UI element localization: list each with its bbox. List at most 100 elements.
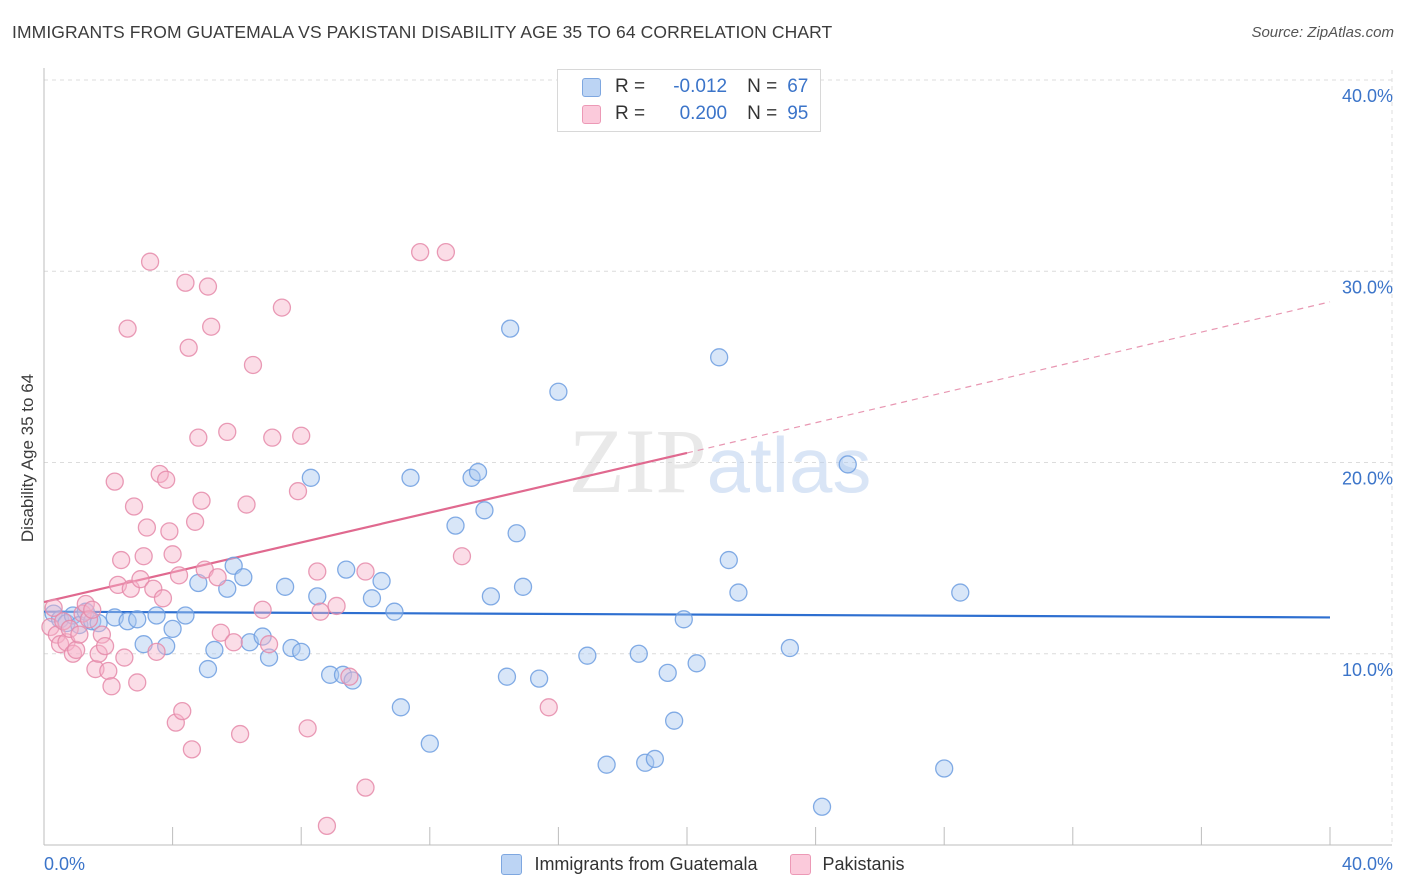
data-point [118, 319, 137, 338]
data-point [292, 642, 311, 661]
data-point [497, 667, 517, 686]
data-point [115, 648, 134, 667]
series-pakistanis [41, 242, 558, 836]
legend-label-pakistanis: Pakistanis [822, 853, 905, 874]
chart-title: IMMIGRANTS FROM GUATEMALA VS PAKISTANI D… [12, 22, 833, 42]
data-point [60, 619, 79, 639]
watermark-zip: ZIP [569, 410, 707, 512]
data-point [253, 600, 272, 619]
data-point [176, 273, 195, 292]
data-point [92, 625, 112, 644]
data-point [301, 468, 320, 487]
data-point [507, 524, 526, 543]
data-point [436, 242, 456, 262]
data-point [259, 648, 279, 667]
data-point [275, 577, 295, 596]
legend-r-value-guatemala: -0.012 [673, 76, 728, 97]
data-point [513, 577, 533, 596]
trend-line-extension-pakistanis [686, 301, 1331, 454]
data-point [102, 677, 121, 696]
legend-r-value-pakistanis: 0.200 [679, 103, 728, 124]
legend-label-guatemala: Immigrants from Guatemala [534, 853, 758, 874]
legend-swatch-guatemala [582, 77, 601, 97]
data-point [687, 654, 706, 673]
data-point [340, 667, 359, 686]
data-point [411, 242, 430, 262]
data-point [83, 600, 102, 619]
legend-stats: R = -0.012 N = 67 R = 0.200 N = 95 [557, 69, 821, 132]
data-point [121, 579, 140, 598]
data-point [163, 545, 182, 564]
legend-swatch-pakistanis [789, 853, 811, 875]
data-point [218, 422, 237, 442]
data-point [780, 638, 800, 658]
data-point [166, 713, 185, 732]
data-point [951, 583, 970, 602]
data-point [327, 596, 346, 616]
y-tick-label: 40.0% [1342, 86, 1393, 106]
data-point [185, 512, 205, 531]
legend-n-value-pakistanis: 95 [787, 103, 809, 124]
legend-swatch-guatemala [501, 853, 523, 875]
data-point [99, 661, 118, 681]
data-point [224, 633, 243, 652]
data-point [50, 635, 70, 654]
data-point [128, 673, 147, 692]
data-point [153, 589, 173, 608]
trend-lines [43, 301, 1331, 619]
data-point [317, 816, 337, 836]
axes [43, 68, 1392, 846]
x-tick-label-max: 40.0% [1342, 854, 1393, 874]
data-point [105, 472, 124, 491]
data-point [163, 619, 182, 639]
series-guatemala [44, 319, 970, 816]
data-point [838, 455, 857, 474]
data-point [230, 724, 250, 744]
data-point [112, 550, 131, 570]
data-point [263, 428, 282, 447]
legend-item-guatemala[interactable]: Immigrants from Guatemala [501, 853, 758, 875]
data-point [308, 562, 327, 581]
data-points [41, 242, 970, 836]
data-point [124, 497, 144, 516]
data-point [549, 382, 568, 401]
data-point [362, 589, 382, 608]
data-point [211, 623, 230, 642]
data-point [710, 348, 729, 367]
data-point [140, 252, 160, 271]
data-point [243, 355, 263, 375]
data-point [645, 749, 664, 769]
data-point [176, 606, 195, 625]
data-point [481, 587, 501, 606]
data-point [208, 568, 227, 587]
data-point [337, 560, 356, 579]
legend-item-pakistanis[interactable]: Pakistanis [789, 853, 905, 875]
data-point [636, 753, 655, 772]
data-point [173, 701, 192, 721]
data-point [529, 669, 549, 688]
data-point [67, 640, 86, 660]
y-tick-label: 30.0% [1342, 277, 1393, 297]
data-point [333, 665, 353, 684]
legend-n-label: N = [747, 103, 778, 124]
trend-line-pakistanis [43, 451, 688, 604]
watermark: ZIPatlas [569, 410, 872, 512]
data-point [95, 636, 115, 656]
data-point [356, 778, 375, 797]
data-point [189, 428, 208, 447]
data-point [475, 501, 494, 520]
data-point [182, 740, 202, 759]
data-point [237, 495, 256, 514]
legend-swatch-pakistanis [582, 104, 601, 124]
legend-row-guatemala: R = -0.012 N = 67 [582, 75, 808, 99]
data-point [729, 583, 748, 602]
data-point [658, 663, 677, 683]
data-point [157, 470, 176, 489]
data-point [234, 568, 253, 587]
data-point [44, 598, 63, 617]
data-point [356, 562, 375, 581]
data-point [298, 719, 317, 738]
data-point [420, 734, 439, 753]
data-point [272, 298, 292, 317]
